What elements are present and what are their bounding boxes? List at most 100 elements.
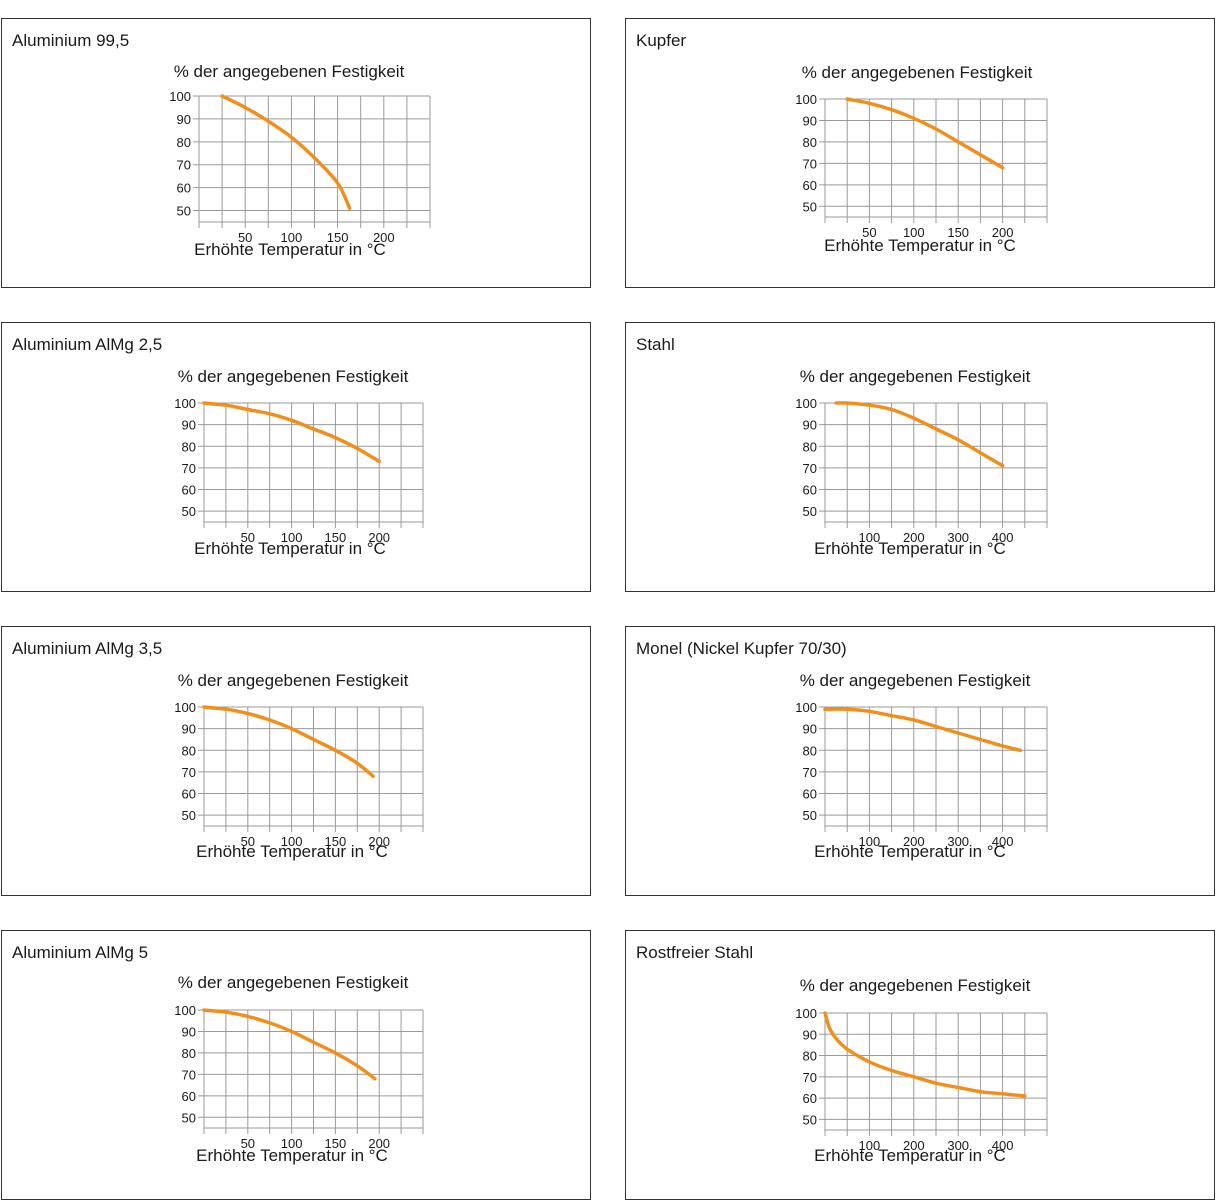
x-tick-label: 50 xyxy=(238,230,252,245)
panel-title: Rostfreier Stahl xyxy=(636,943,754,962)
chart-title: % der angegebenen Festigkeit xyxy=(178,671,409,690)
grid xyxy=(198,706,424,832)
y-tick-label: 70 xyxy=(803,765,817,780)
line-chart: % der angegebenen Festigkeit Erhöhte Tem… xyxy=(174,973,424,1165)
chart-title: % der angegebenen Festigkeit xyxy=(174,62,405,81)
x-tick-label: 400 xyxy=(992,1138,1014,1153)
panel-stahl: Stahl % der angegebenen Festigkeit Erhöh… xyxy=(625,322,1215,592)
y-tick-label: 50 xyxy=(182,808,196,823)
x-tick-label: 200 xyxy=(903,530,925,545)
chart-title: % der angegebenen Festigkeit xyxy=(802,63,1033,82)
chart-title: % der angegebenen Festigkeit xyxy=(178,367,409,386)
y-tick-label: 90 xyxy=(177,112,191,127)
y-tick-label: 50 xyxy=(803,808,817,823)
y-tick-label: 60 xyxy=(803,483,817,498)
y-tick-label: 60 xyxy=(803,787,817,802)
panel-title: Aluminium AlMg 2,5 xyxy=(12,335,163,354)
y-tick-label: 70 xyxy=(177,158,191,173)
x-tick-label: 100 xyxy=(281,530,303,545)
y-tick-label: 60 xyxy=(177,181,191,196)
strength-curve xyxy=(845,97,1005,170)
y-tick-label: 90 xyxy=(803,722,817,737)
panel-title: Kupfer xyxy=(636,31,687,50)
strength-curve xyxy=(202,705,375,778)
y-tick-label: 70 xyxy=(803,1070,817,1085)
strength-curve xyxy=(220,94,352,211)
x-tick-label: 200 xyxy=(992,225,1014,240)
x-tick-label: 50 xyxy=(241,1136,255,1151)
grid xyxy=(198,402,424,528)
chart-title: % der angegebenen Festigkeit xyxy=(800,671,1031,690)
y-tick-label: 90 xyxy=(803,113,817,128)
x-tick-label: 150 xyxy=(327,230,349,245)
y-tick-label: 60 xyxy=(182,787,196,802)
y-tick-label: 100 xyxy=(795,1006,817,1021)
line-chart: % der angegebenen Festigkeit Erhöhte Tem… xyxy=(174,671,424,861)
y-tick-label: 90 xyxy=(803,1027,817,1042)
panel-aluminium-almg-3-5: Aluminium AlMg 3,5 % der angegebenen Fes… xyxy=(1,626,591,896)
x-tick-label: 100 xyxy=(859,530,881,545)
x-tick-label: 150 xyxy=(325,834,347,849)
x-tick-label: 300 xyxy=(947,834,969,849)
x-tick-label: 100 xyxy=(859,1138,881,1153)
x-tick-label: 200 xyxy=(373,230,395,245)
line-chart: % der angegebenen Festigkeit Erhöhte Tem… xyxy=(795,63,1048,255)
panel-title: Monel (Nickel Kupfer 70/30) xyxy=(636,639,847,658)
x-tick-label: 100 xyxy=(281,1136,303,1151)
y-tick-label: 70 xyxy=(182,1067,196,1082)
y-tick-label: 80 xyxy=(803,1049,817,1064)
y-tick-label: 100 xyxy=(174,700,196,715)
y-tick-label: 80 xyxy=(177,135,191,150)
grid xyxy=(198,1009,424,1134)
panel-aluminium-almg-5: Aluminium AlMg 5 % der angegebenen Festi… xyxy=(1,930,591,1200)
panel-aluminium-99-5: Aluminium 99,5 % der angegebenen Festigk… xyxy=(1,18,591,288)
x-tick-label: 300 xyxy=(947,1138,969,1153)
x-tick-label: 50 xyxy=(862,225,876,240)
y-tick-label: 80 xyxy=(803,743,817,758)
y-tick-label: 70 xyxy=(803,461,817,476)
y-tick-label: 80 xyxy=(182,743,196,758)
x-tick-label: 300 xyxy=(947,530,969,545)
y-tick-label: 50 xyxy=(182,1110,196,1125)
grid xyxy=(819,1012,1048,1136)
x-axis-label: Erhöhte Temperatur in °C xyxy=(814,1146,1006,1165)
y-tick-label: 100 xyxy=(795,700,817,715)
x-tick-label: 150 xyxy=(325,530,347,545)
y-tick-label: 70 xyxy=(182,461,196,476)
y-tick-label: 90 xyxy=(803,418,817,433)
line-chart: % der angegebenen Festigkeit Erhöhte Tem… xyxy=(795,976,1048,1165)
x-tick-label: 100 xyxy=(281,230,303,245)
y-tick-label: 100 xyxy=(174,396,196,411)
grid xyxy=(193,95,431,228)
y-tick-label: 100 xyxy=(795,396,817,411)
panel-title: Stahl xyxy=(636,335,675,354)
x-tick-label: 200 xyxy=(903,1138,925,1153)
x-tick-label: 100 xyxy=(903,225,925,240)
panel-kupfer: Kupfer % der angegebenen Festigkeit Erhö… xyxy=(625,18,1215,288)
x-tick-label: 200 xyxy=(368,834,390,849)
y-tick-label: 80 xyxy=(182,439,196,454)
x-tick-label: 400 xyxy=(992,834,1014,849)
x-tick-label: 200 xyxy=(368,1136,390,1151)
y-tick-label: 50 xyxy=(177,204,191,219)
chart-title: % der angegebenen Festigkeit xyxy=(800,976,1031,995)
panel-rostfreier-stahl: Rostfreier Stahl % der angegebenen Festi… xyxy=(625,930,1215,1200)
x-tick-label: 200 xyxy=(368,530,390,545)
x-axis-label: Erhöhte Temperatur in °C xyxy=(814,842,1006,861)
x-axis-label: Erhöhte Temperatur in °C xyxy=(194,539,386,558)
x-tick-label: 50 xyxy=(241,530,255,545)
y-tick-label: 100 xyxy=(174,1003,196,1018)
grid xyxy=(819,98,1048,223)
strength-curve xyxy=(202,1008,377,1081)
strength-curve xyxy=(834,401,1005,468)
y-tick-label: 90 xyxy=(182,418,196,433)
x-tick-label: 400 xyxy=(992,530,1014,545)
y-tick-label: 70 xyxy=(803,156,817,171)
y-tick-label: 80 xyxy=(803,439,817,454)
y-tick-label: 60 xyxy=(803,1091,817,1106)
x-tick-label: 100 xyxy=(859,834,881,849)
y-tick-label: 50 xyxy=(803,199,817,214)
y-tick-label: 60 xyxy=(182,1089,196,1104)
x-tick-label: 150 xyxy=(325,1136,347,1151)
y-tick-label: 50 xyxy=(803,1112,817,1127)
